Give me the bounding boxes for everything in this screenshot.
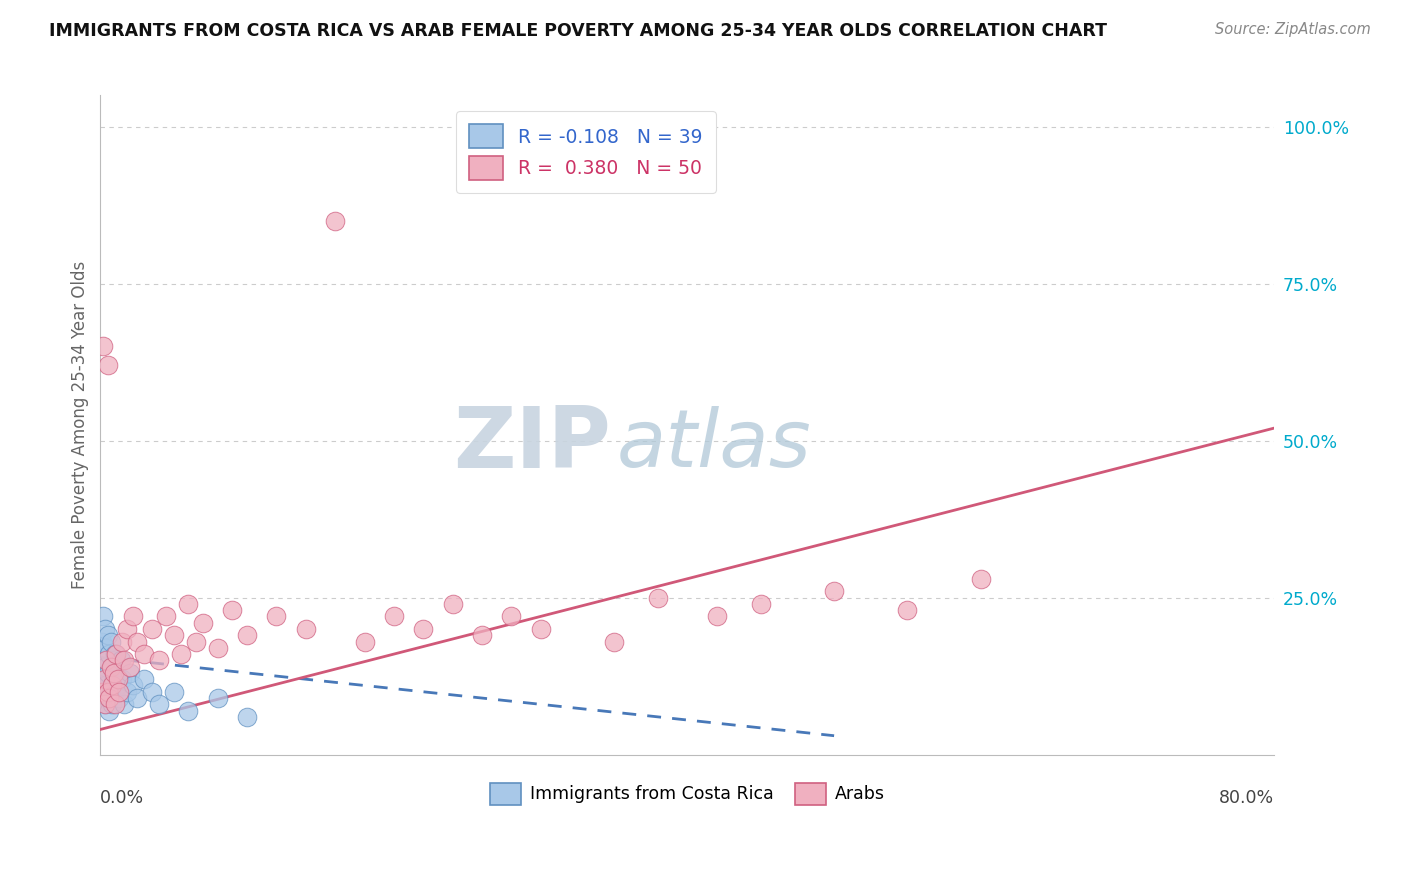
Point [103,665,125,680]
Point [115,685,138,699]
Point [353,634,375,648]
Point [100,659,122,673]
Text: Source: ZipAtlas.com: Source: ZipAtlas.com [1215,22,1371,37]
Point [471,628,494,642]
Point [118,659,141,673]
Point [97,691,120,706]
Point [184,634,207,648]
Point [105,647,128,661]
Point [110,653,132,667]
Point [97,628,120,642]
Point [155,609,177,624]
Point [141,685,163,699]
Point [125,634,148,648]
Point [294,622,316,636]
Point [266,609,288,624]
Point [148,653,170,667]
Point [207,640,229,655]
Point [107,678,129,692]
Point [236,710,259,724]
Text: atlas: atlas [617,406,811,483]
Text: 0.0%: 0.0% [100,789,145,807]
Point [221,603,243,617]
Point [207,691,229,706]
Point [90,672,112,686]
Point [94,672,117,686]
Point [112,653,135,667]
Point [94,698,117,712]
Point [103,672,125,686]
Point [749,597,772,611]
Point [970,572,993,586]
Point [529,622,551,636]
Point [125,691,148,706]
Point [100,685,122,699]
Point [177,704,200,718]
Point [111,672,134,686]
Text: IMMIGRANTS FROM COSTA RICA VS ARAB FEMALE POVERTY AMONG 25-34 YEAR OLDS CORRELAT: IMMIGRANTS FROM COSTA RICA VS ARAB FEMAL… [49,22,1107,40]
Point [141,622,163,636]
Point [706,609,728,624]
Point [91,685,114,699]
Point [148,698,170,712]
Point [94,698,117,712]
Y-axis label: Female Poverty Among 25-34 Year Olds: Female Poverty Among 25-34 Year Olds [72,260,89,589]
Point [101,678,124,692]
Point [115,622,138,636]
Point [104,698,127,712]
Point [121,678,143,692]
Point [97,665,120,680]
Point [98,704,121,718]
Point [121,609,143,624]
Point [91,609,114,624]
Point [412,622,434,636]
Point [97,685,120,699]
Point [441,597,464,611]
Point [134,672,156,686]
Point [98,691,121,706]
Text: 80.0%: 80.0% [1219,789,1274,807]
Point [382,609,405,624]
Point [118,665,141,680]
Point [108,685,131,699]
Point [104,647,127,661]
Point [134,647,156,661]
Legend: Immigrants from Costa Rica, Arabs: Immigrants from Costa Rica, Arabs [484,776,891,812]
Point [100,634,122,648]
Point [603,634,626,648]
Point [96,640,118,655]
Point [823,584,845,599]
Point [98,647,121,661]
Point [104,685,127,699]
Point [236,628,259,642]
Point [170,647,193,661]
Point [105,665,128,680]
Point [191,615,214,630]
Point [101,659,124,673]
Point [96,653,118,667]
Point [107,672,129,686]
Point [94,622,117,636]
Point [177,597,200,611]
Point [896,603,918,617]
Point [94,659,117,673]
Point [90,634,112,648]
Point [112,698,135,712]
Point [323,214,346,228]
Point [101,698,124,712]
Point [163,685,186,699]
Point [501,609,523,624]
Point [96,678,118,692]
Point [91,653,114,667]
Point [91,339,114,353]
Point [108,691,131,706]
Point [111,634,134,648]
Point [647,591,669,605]
Point [97,358,120,372]
Point [90,685,112,699]
Point [163,628,186,642]
Text: ZIP: ZIP [453,403,612,486]
